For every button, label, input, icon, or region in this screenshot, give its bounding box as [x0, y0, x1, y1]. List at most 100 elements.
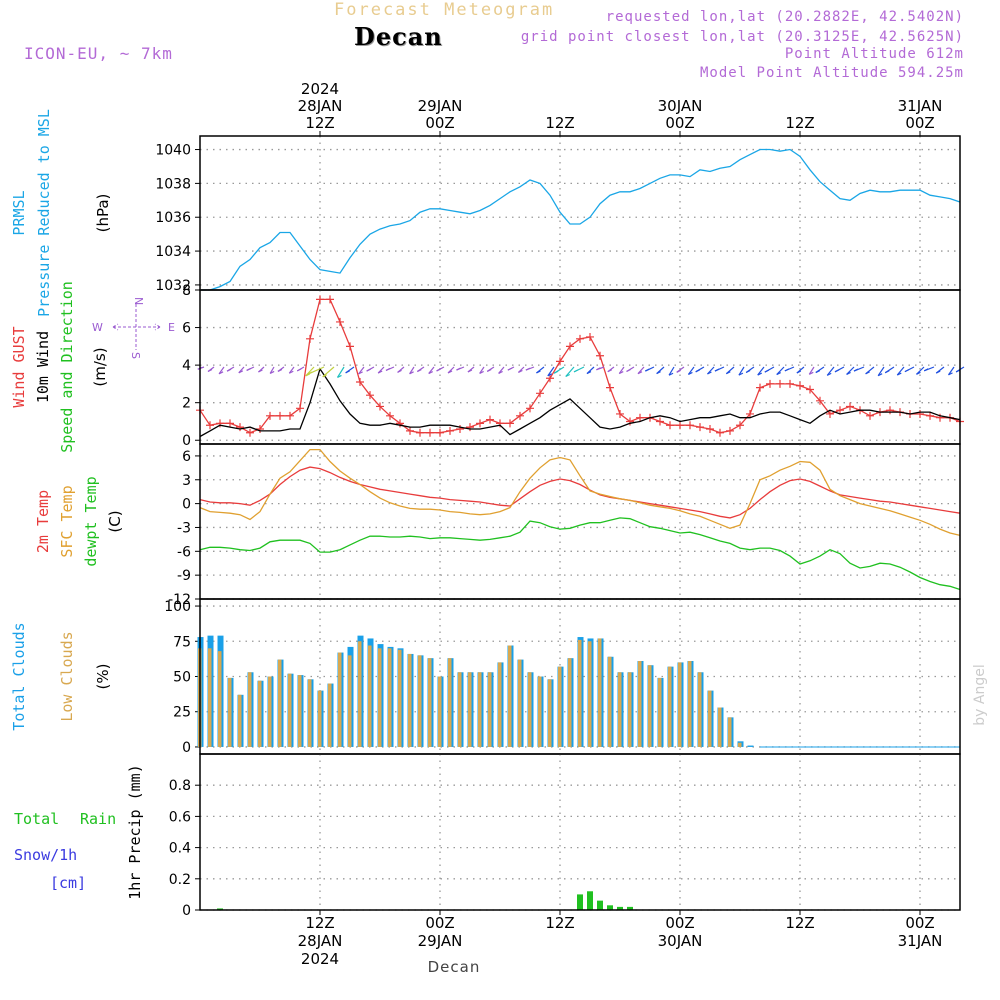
gust-marker — [436, 428, 444, 437]
y-tick-label: 1034 — [155, 244, 191, 260]
gust-marker — [866, 411, 874, 420]
wind-direction-arrowhead — [518, 369, 523, 373]
gust-marker — [566, 342, 574, 351]
gust-marker — [826, 409, 834, 418]
wind-direction-arrowhead — [784, 368, 790, 372]
gust-marker — [636, 413, 644, 422]
legend-total-label: Total — [14, 810, 59, 828]
gust-marker — [706, 424, 714, 433]
gust-marker — [716, 428, 724, 437]
low-clouds-bar — [308, 679, 312, 747]
gust-marker — [386, 411, 394, 420]
low-clouds-bar — [548, 679, 552, 747]
wind-direction-arrowhead — [596, 367, 601, 371]
low-clouds-bar — [678, 662, 682, 747]
low-clouds-bar — [638, 661, 642, 747]
gust-marker — [916, 409, 924, 418]
low-clouds-bar — [618, 672, 622, 747]
low-clouds-bar — [668, 666, 672, 747]
wind-direction-arrow — [618, 366, 625, 374]
compass-north: N — [132, 297, 145, 305]
legend-cm-label: [cm] — [50, 874, 86, 892]
clouds-panel: 0 25 50 75 100 Total Clouds Low Clouds (%) — [10, 598, 961, 756]
wind-direction-arrowhead — [896, 372, 902, 376]
y-tick-label: 1038 — [155, 176, 191, 192]
wind-direction-arrowhead — [277, 368, 283, 372]
gust-marker — [836, 406, 844, 415]
gust-marker — [746, 409, 754, 418]
wind-direction-arrowhead — [796, 370, 802, 374]
gust-marker — [406, 426, 414, 435]
low-clouds-bar — [458, 672, 462, 747]
model-label: ICON-EU, ~ 7km — [24, 44, 173, 63]
low-clouds-bar — [288, 673, 292, 747]
gust-marker — [456, 424, 464, 433]
gust-marker — [666, 421, 674, 430]
gust-marker — [216, 419, 224, 428]
wind-direction-arrowhead — [322, 374, 327, 378]
low-clouds-bar — [418, 655, 422, 747]
wind-direction-arrowhead — [607, 369, 613, 373]
compass-west: W — [92, 321, 103, 334]
wind-direction-arrowhead — [447, 370, 453, 374]
compass-east: E — [168, 321, 175, 334]
bottom-time-label: 12Z — [785, 914, 814, 932]
gust-marker — [286, 411, 294, 420]
pressure-line — [200, 148, 961, 291]
gust-marker — [756, 383, 764, 392]
wind-direction-arrowhead — [618, 371, 624, 375]
top-time-label: 12Z — [305, 114, 334, 132]
y-tick-label: 6 — [182, 321, 191, 337]
wind-direction-arrow — [479, 366, 485, 374]
wind-direction-arrow — [409, 366, 415, 375]
low-clouds-bar — [508, 645, 512, 747]
bottom-time-label: 00Z — [905, 914, 934, 932]
y-tick-label: 25 — [173, 705, 191, 721]
rain-bar — [597, 900, 603, 910]
bottom-time-label: 31JAN — [898, 932, 943, 950]
2m-temp-line — [199, 466, 961, 519]
top-time-label: 2024 — [301, 80, 339, 98]
gust-marker — [506, 419, 514, 428]
low-clouds-bar — [468, 672, 472, 747]
wind-direction-arrowhead — [289, 370, 294, 374]
y-tick-label: -12 — [168, 592, 191, 608]
low-clouds-bar — [298, 675, 302, 747]
wind-direction-arrowhead — [808, 371, 814, 375]
low-clouds-bar — [248, 672, 252, 747]
rain-bar — [607, 905, 613, 910]
y-unit-label: (m/s) — [91, 347, 109, 386]
10m-wind-line — [199, 367, 961, 438]
rain-bar — [617, 906, 623, 910]
wind-direction-arrowhead — [296, 368, 302, 372]
low-clouds-bar — [438, 676, 442, 747]
gust-marker — [446, 426, 454, 435]
gust-marker — [376, 402, 384, 411]
wind-direction-arrowhead — [948, 372, 953, 376]
wind-direction-arrowhead — [467, 369, 473, 373]
y-tick-label: 1040 — [155, 143, 191, 159]
wind-direction-arrowhead — [486, 368, 492, 372]
wind-direction-arrowhead — [714, 368, 720, 372]
gust-marker — [626, 417, 634, 426]
y-tick-label: -9 — [177, 568, 191, 584]
low-clouds-bar — [388, 648, 392, 747]
gust-marker — [476, 419, 484, 428]
top-time-label: 30JAN — [658, 97, 703, 115]
wind-direction-arrowhead — [573, 369, 579, 373]
wind-direction-arrowhead — [935, 370, 941, 374]
y-tick-label: 2 — [182, 396, 191, 412]
grid-point-coords: grid point closest lon,lat (20.3125E, 42… — [520, 29, 964, 45]
low-clouds-bar — [378, 648, 382, 747]
gust-marker — [886, 406, 894, 415]
total-clouds-bar — [747, 745, 754, 747]
low-clouds-bar — [488, 672, 492, 747]
wind-direction-arrow — [738, 366, 745, 376]
low-clouds-bar — [608, 656, 612, 747]
y-tick-label: 1036 — [155, 210, 191, 226]
top-time-label: 12Z — [785, 114, 814, 132]
wind-direction-arrowhead — [637, 371, 643, 375]
low-clouds-bar — [728, 717, 732, 747]
low-clouds-bar — [568, 658, 572, 747]
bottom-time-label: 00Z — [665, 914, 694, 932]
